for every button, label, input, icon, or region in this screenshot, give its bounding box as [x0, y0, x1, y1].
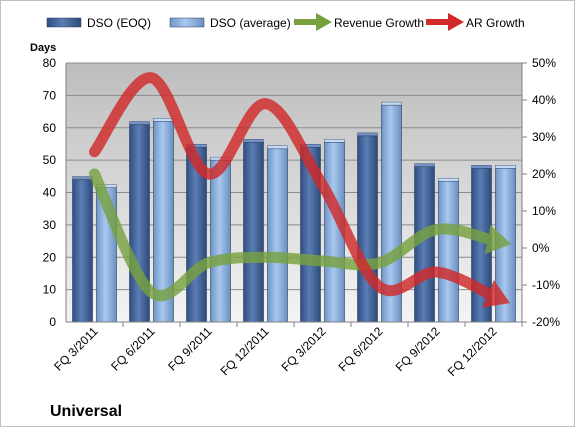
bar-dso-average: [210, 159, 231, 323]
category-label: FQ 12/2011: [218, 324, 272, 378]
legend-swatch: [46, 17, 82, 28]
legend: DSO (EOQ) DSO (average) Revenue Growth AR G…: [46, 13, 525, 31]
revenue-growth-line: [89, 168, 512, 302]
legend-item: DSO (average): [169, 16, 291, 30]
bar-dso-average: [267, 148, 288, 323]
left-tick-label: 50: [43, 153, 57, 167]
right-tick-label: 40%: [532, 93, 556, 107]
bar-cap: [243, 139, 264, 143]
bar-cap: [438, 177, 459, 182]
category-label: FQ 3/2011: [51, 324, 101, 374]
bar-cap: [495, 165, 516, 169]
left-tick-label: 80: [43, 56, 57, 70]
bar-dso-average: [438, 180, 459, 323]
legend-item: DSO (EOQ): [46, 16, 151, 30]
legend-label: Revenue Growth: [334, 16, 424, 30]
category-label: FQ 9/2011: [165, 324, 215, 374]
right-tick-label: 30%: [532, 130, 556, 144]
left-tick-label: 30: [43, 218, 57, 232]
left-tick-label: 60: [43, 121, 57, 135]
category-label: FQ 3/2012: [279, 324, 329, 374]
bar-cap: [324, 139, 345, 143]
bar-dso-eoq: [357, 135, 378, 323]
right-tick-label: 20%: [532, 167, 556, 181]
chart-title: Universal: [50, 403, 122, 420]
category-label: FQ 9/2012: [393, 324, 443, 374]
bar-cap: [471, 165, 492, 169]
right-tick-label: 10%: [532, 204, 556, 218]
right-tick-label: -10%: [532, 278, 560, 292]
left-axis-label: Days: [30, 42, 56, 54]
left-tick-label: 40: [43, 186, 57, 200]
legend-label: DSO (average): [210, 16, 291, 30]
right-tick-label: 0%: [532, 241, 550, 255]
bar-dso-eoq: [72, 179, 93, 323]
bar-cap: [267, 145, 288, 149]
left-tick-label: 0: [49, 315, 56, 329]
growth-lines: [89, 72, 512, 308]
bar-cap: [357, 132, 378, 137]
category-label: FQ 12/2012: [445, 324, 500, 379]
category-label: FQ 6/2011: [108, 324, 158, 374]
legend-arrow: [448, 13, 464, 31]
left-tick-label: 70: [43, 88, 57, 102]
series-path: [89, 168, 499, 302]
bar-cap: [381, 101, 402, 106]
bar-cap: [153, 118, 174, 122]
legend-label: AR Growth: [466, 16, 525, 30]
ar-growth-line: [89, 72, 511, 308]
arrowhead: [482, 279, 511, 308]
category-label: FQ 6/2012: [336, 324, 386, 374]
series-path: [89, 72, 499, 302]
bar-dso-eoq: [243, 142, 264, 323]
left-tick-label: 20: [43, 250, 57, 264]
arrowhead: [484, 224, 512, 255]
right-tick-label: 50%: [532, 56, 556, 70]
legend-arrow: [316, 13, 332, 31]
legend-swatch: [169, 17, 205, 28]
left-tick-label: 10: [43, 283, 57, 297]
legend-item: AR Growth: [426, 13, 525, 31]
legend-item: Revenue Growth: [294, 13, 424, 31]
bar-cap: [129, 121, 150, 125]
bar-cap: [414, 163, 435, 167]
right-tick-label: -20%: [532, 315, 560, 329]
bar-cap: [72, 176, 93, 180]
legend-label: DSO (EOQ): [87, 16, 151, 30]
